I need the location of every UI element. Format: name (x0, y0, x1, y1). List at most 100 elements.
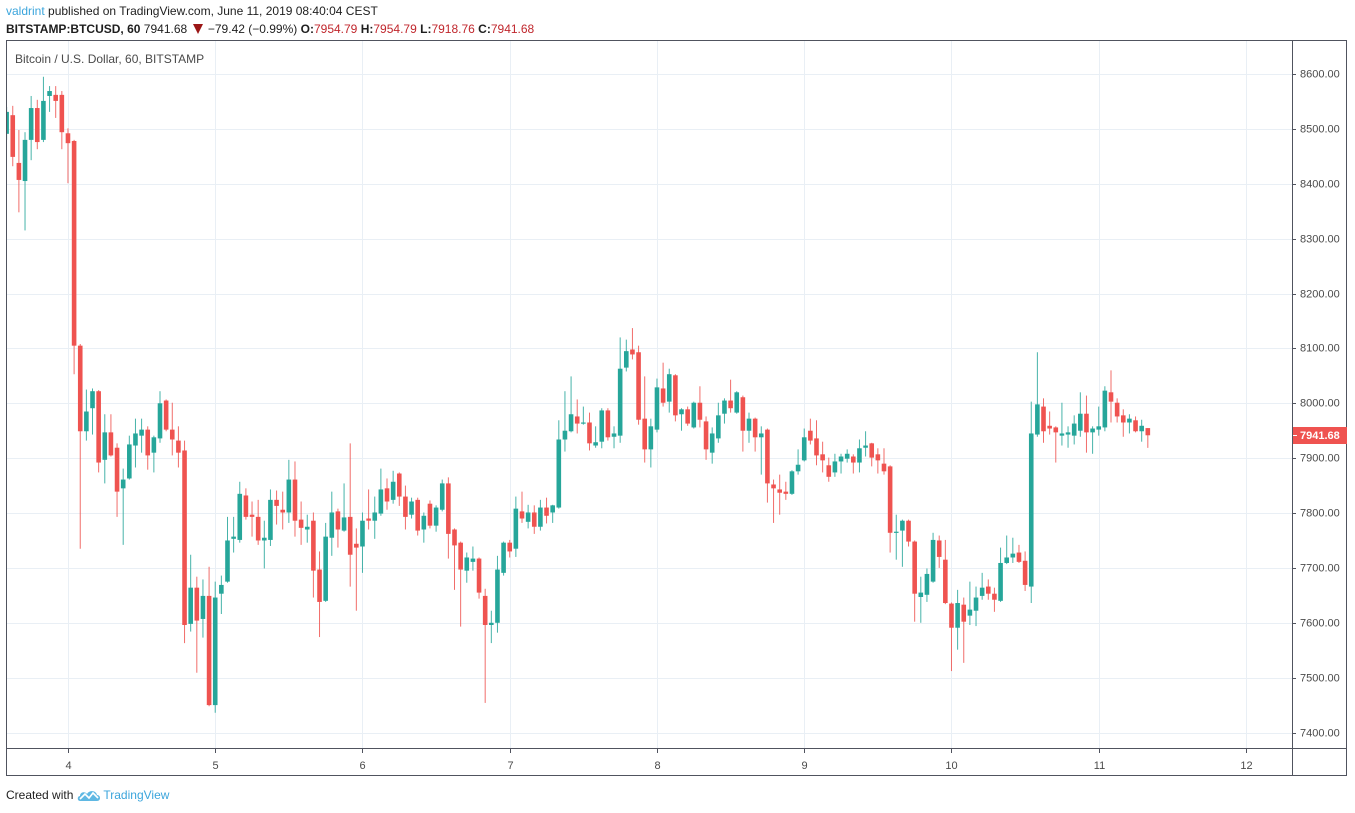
candle-body (1053, 427, 1059, 433)
time-tick-label: 5 (212, 760, 218, 772)
candle-up (1102, 386, 1108, 432)
candle-up (237, 481, 243, 543)
candle-down (446, 477, 451, 559)
close-value: 7941.68 (490, 22, 535, 36)
candle-body (1127, 418, 1132, 423)
author-link[interactable]: valdrint (6, 4, 45, 18)
candle-body (998, 562, 1003, 601)
candle-body (96, 391, 101, 463)
candle-body (84, 411, 89, 432)
candle-down (243, 488, 249, 520)
candle-body (403, 496, 408, 517)
candle-body (139, 429, 144, 436)
candle-up (329, 491, 335, 556)
candle-body (439, 483, 445, 510)
candle-down (311, 512, 316, 598)
footer: Created with TradingView (6, 788, 169, 802)
candle-down (482, 588, 488, 703)
candle-body (53, 94, 58, 101)
candle-body (219, 584, 224, 594)
candle-up (556, 420, 562, 509)
candle-down (16, 129, 22, 213)
candle-body (544, 507, 549, 516)
candle-body (1084, 413, 1089, 433)
candle-body (1028, 433, 1034, 587)
candle-up (979, 572, 985, 600)
candle-body (1059, 433, 1065, 436)
candle-body (820, 454, 825, 461)
candle-up (286, 459, 292, 523)
down-triangle-icon (192, 23, 203, 34)
candle-up (1139, 419, 1144, 442)
candle-body (832, 461, 838, 473)
candle-up (863, 431, 868, 457)
candle-up (924, 568, 930, 602)
candle-up (691, 401, 697, 429)
candle-up (746, 412, 752, 443)
candle-up (838, 453, 844, 474)
candle-down (544, 497, 549, 524)
candle-up (1096, 406, 1102, 436)
candle-down (335, 508, 341, 548)
candle-body (354, 543, 359, 548)
candle-body (746, 418, 752, 431)
price-tick-label: 7700.00 (1300, 562, 1340, 574)
candle-up (967, 581, 973, 625)
candle-down (452, 528, 457, 590)
candle-up (918, 576, 924, 623)
candle-body (630, 349, 635, 355)
candle-body (396, 473, 402, 497)
time-axis[interactable]: 4 5 6 7 8 9 10 11 12 (65, 749, 1253, 772)
candle-up (1010, 537, 1016, 563)
tradingview-brand-link[interactable]: TradingView (103, 788, 170, 802)
candle-up (568, 376, 574, 433)
candle-body (1065, 432, 1071, 435)
candle-body (286, 479, 292, 513)
price-tick-label: 8100.00 (1300, 342, 1340, 354)
candle-down (992, 587, 997, 612)
candle-body (783, 491, 789, 494)
candle-body (133, 433, 138, 446)
candle-down (366, 489, 371, 530)
candle-body (967, 609, 973, 616)
candle-up (212, 581, 218, 713)
candle-down (249, 501, 255, 537)
candle-down (605, 408, 611, 441)
candle-body (844, 453, 850, 459)
candle-up (495, 555, 500, 633)
candle-down (961, 597, 967, 663)
candle-down (869, 442, 875, 467)
candle-body (1078, 413, 1083, 431)
candle-body (47, 91, 52, 96)
candle-body (568, 414, 574, 432)
candle-down (740, 395, 746, 452)
price-tick-label: 7400.00 (1300, 727, 1340, 739)
candle-body (961, 604, 967, 622)
candle-body (1102, 390, 1108, 428)
candle-body (108, 432, 114, 456)
candle-body (409, 501, 414, 515)
time-tick-label: 8 (654, 760, 660, 772)
candle-down (71, 139, 77, 375)
candle-up (470, 546, 476, 571)
price-axis[interactable]: 8600.00 8500.00 8400.00 8300.00 8200.00 8100.… (1292, 68, 1340, 739)
candle-down (697, 386, 703, 428)
candle-up (716, 402, 721, 443)
candle-body (452, 529, 457, 546)
tradingview-logo-icon[interactable] (77, 788, 101, 802)
candle-body (341, 517, 347, 531)
candle-up (464, 552, 470, 583)
candle-up (262, 520, 267, 569)
candle-body (924, 573, 930, 595)
candle-down (985, 579, 991, 600)
candle-down (1041, 398, 1046, 443)
candle-up (1059, 402, 1065, 446)
candle-body (1071, 423, 1077, 436)
time-tick-label: 7 (507, 760, 513, 772)
candle-up (599, 408, 605, 449)
close-label: C: (478, 22, 491, 36)
candle-up (857, 439, 862, 473)
price-tick-label: 7500.00 (1300, 672, 1340, 684)
high-label: H: (360, 22, 374, 36)
